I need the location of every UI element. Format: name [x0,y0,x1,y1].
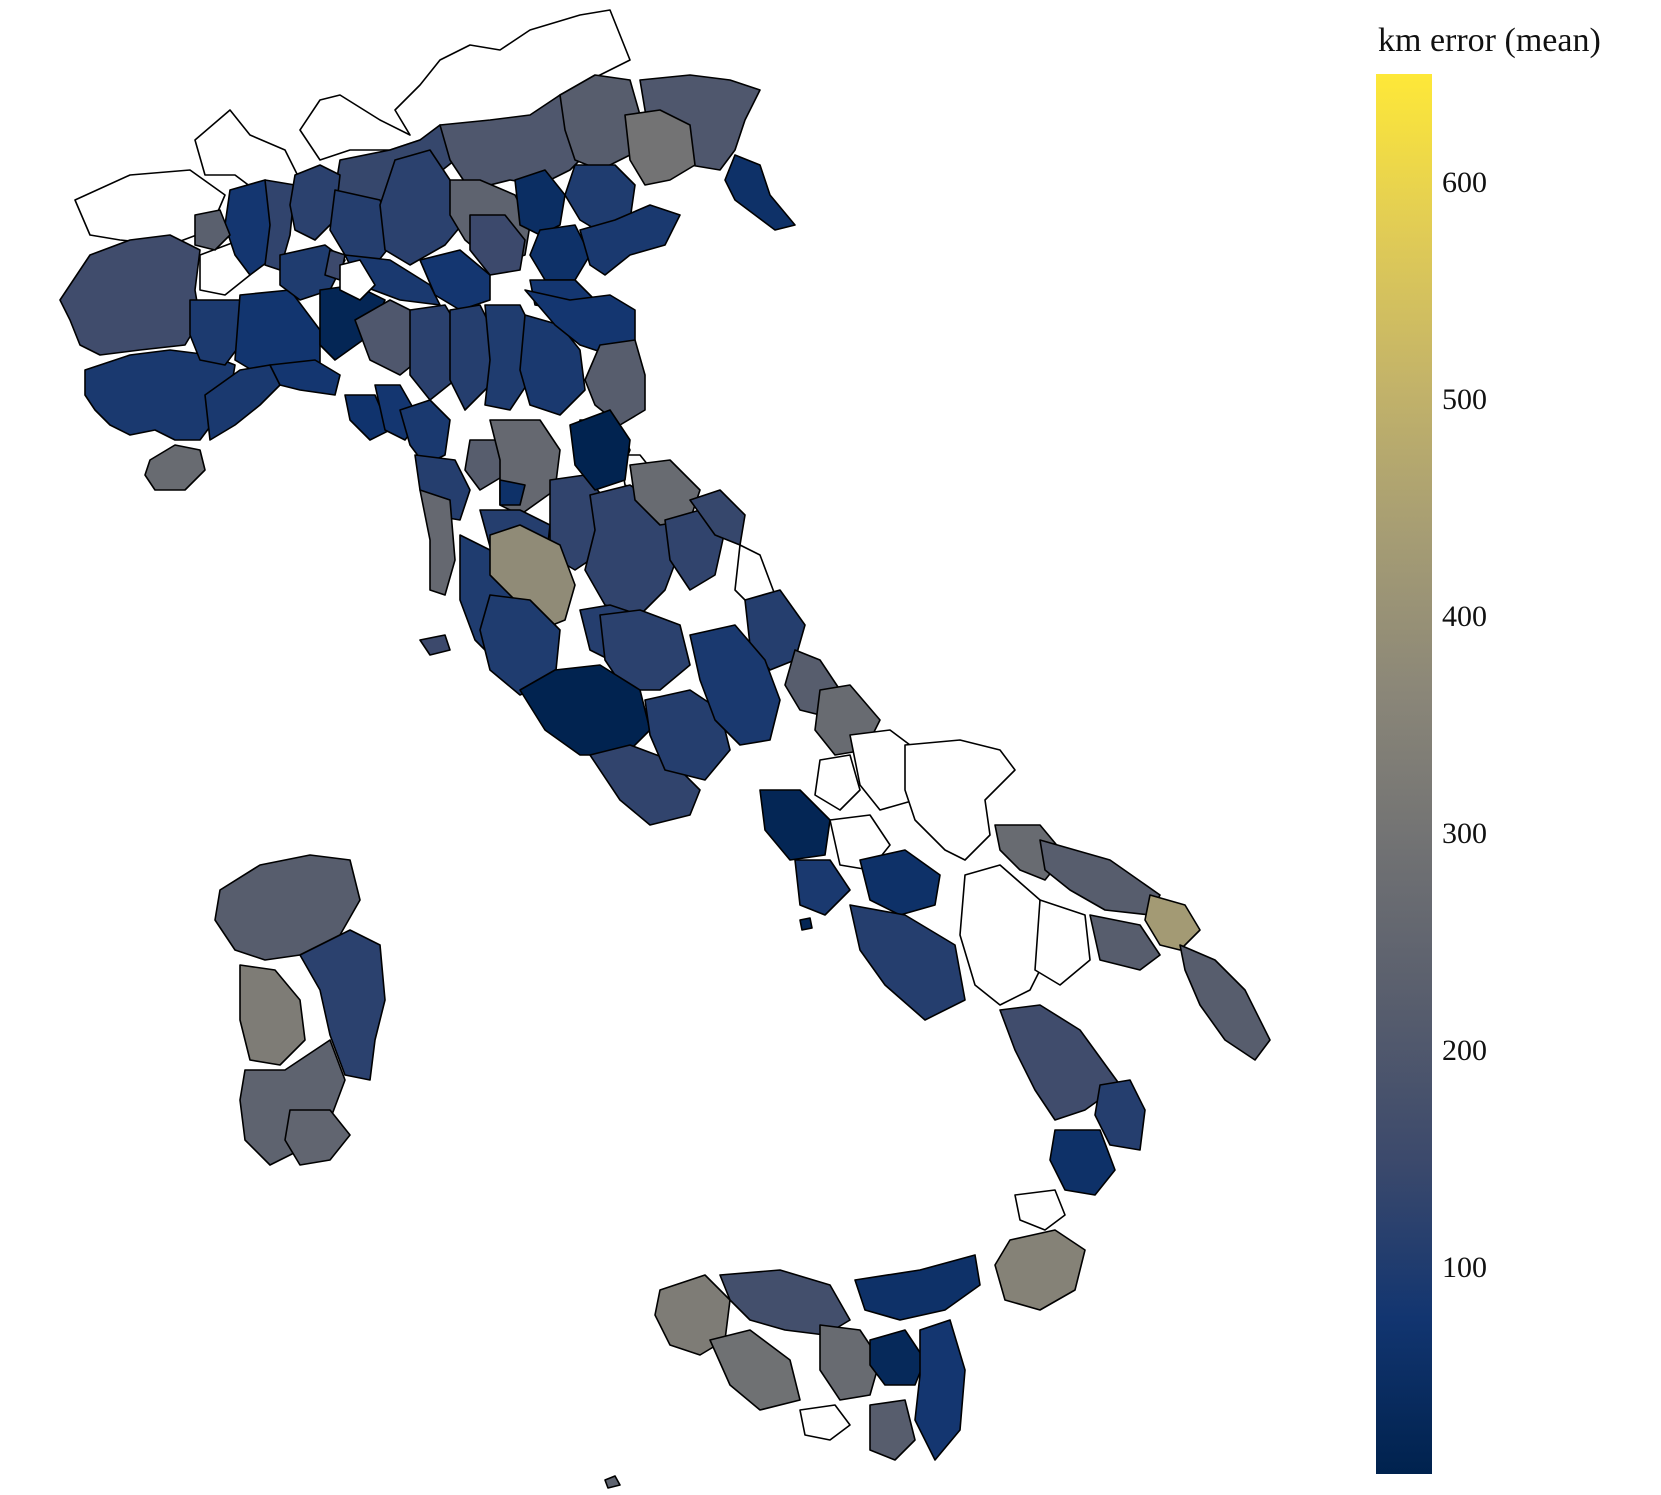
map-region [849,904,966,1021]
map-region [239,964,306,1066]
map-region [799,917,813,931]
map-region [144,444,206,491]
map-region [194,209,231,251]
map-region [799,1404,851,1441]
map-region [1039,839,1161,916]
map-region [1089,914,1161,971]
map-region [84,349,236,441]
map-region [854,1254,981,1321]
map-region [904,739,1016,861]
colorbar-tick-label: 500 [1442,382,1487,416]
map-region [489,524,576,631]
map-region [289,164,341,241]
map-region [419,249,491,311]
map-region [59,234,201,356]
colorbar-title: km error (mean) [1378,22,1601,59]
map-region [959,864,1051,1006]
map-region [689,624,781,746]
map-region [499,479,526,506]
colorbar-tick-label: 400 [1442,599,1487,633]
map-region [719,1269,851,1336]
colorbar-tick-label: 300 [1442,816,1487,850]
map-region [1179,944,1271,1061]
map-region [819,1324,881,1401]
map-region [724,154,796,231]
map-region [469,214,526,276]
map-region [399,399,451,466]
map-region [569,409,631,491]
map-region [689,489,746,546]
map-region [599,609,691,691]
map-region [624,109,696,186]
map-region [604,1475,621,1489]
map-region [1014,1189,1066,1231]
map-region [484,304,536,411]
map-region [339,259,376,301]
colorbar-tick-label: 600 [1442,165,1487,199]
map-region [1049,1129,1116,1196]
map-region [709,1329,801,1411]
colorbar [1376,74,1432,1474]
map-region [869,1329,926,1386]
map-region [379,149,471,266]
map-region [189,299,241,366]
map-region [994,1229,1086,1311]
map-region [284,1109,351,1166]
map-region [1144,894,1201,951]
map-region [269,359,341,396]
map-region [759,789,831,861]
map-region [644,689,731,781]
map-region [814,754,861,811]
map-region [794,859,851,916]
map-region [419,634,451,656]
map-region [419,489,456,596]
map-region [999,1004,1121,1121]
colorbar-tick-label: 100 [1442,1250,1487,1284]
map-region [859,849,941,916]
map-region [514,169,566,236]
map-region [204,364,281,441]
map-region [914,1319,966,1461]
map-region [344,394,391,441]
map-region [584,339,646,426]
map-region [869,1399,916,1461]
map-region [579,204,681,276]
map-region [1094,1079,1146,1151]
map-region [299,929,386,1081]
map-region [1034,899,1091,986]
colorbar-tick-label: 200 [1442,1033,1487,1067]
